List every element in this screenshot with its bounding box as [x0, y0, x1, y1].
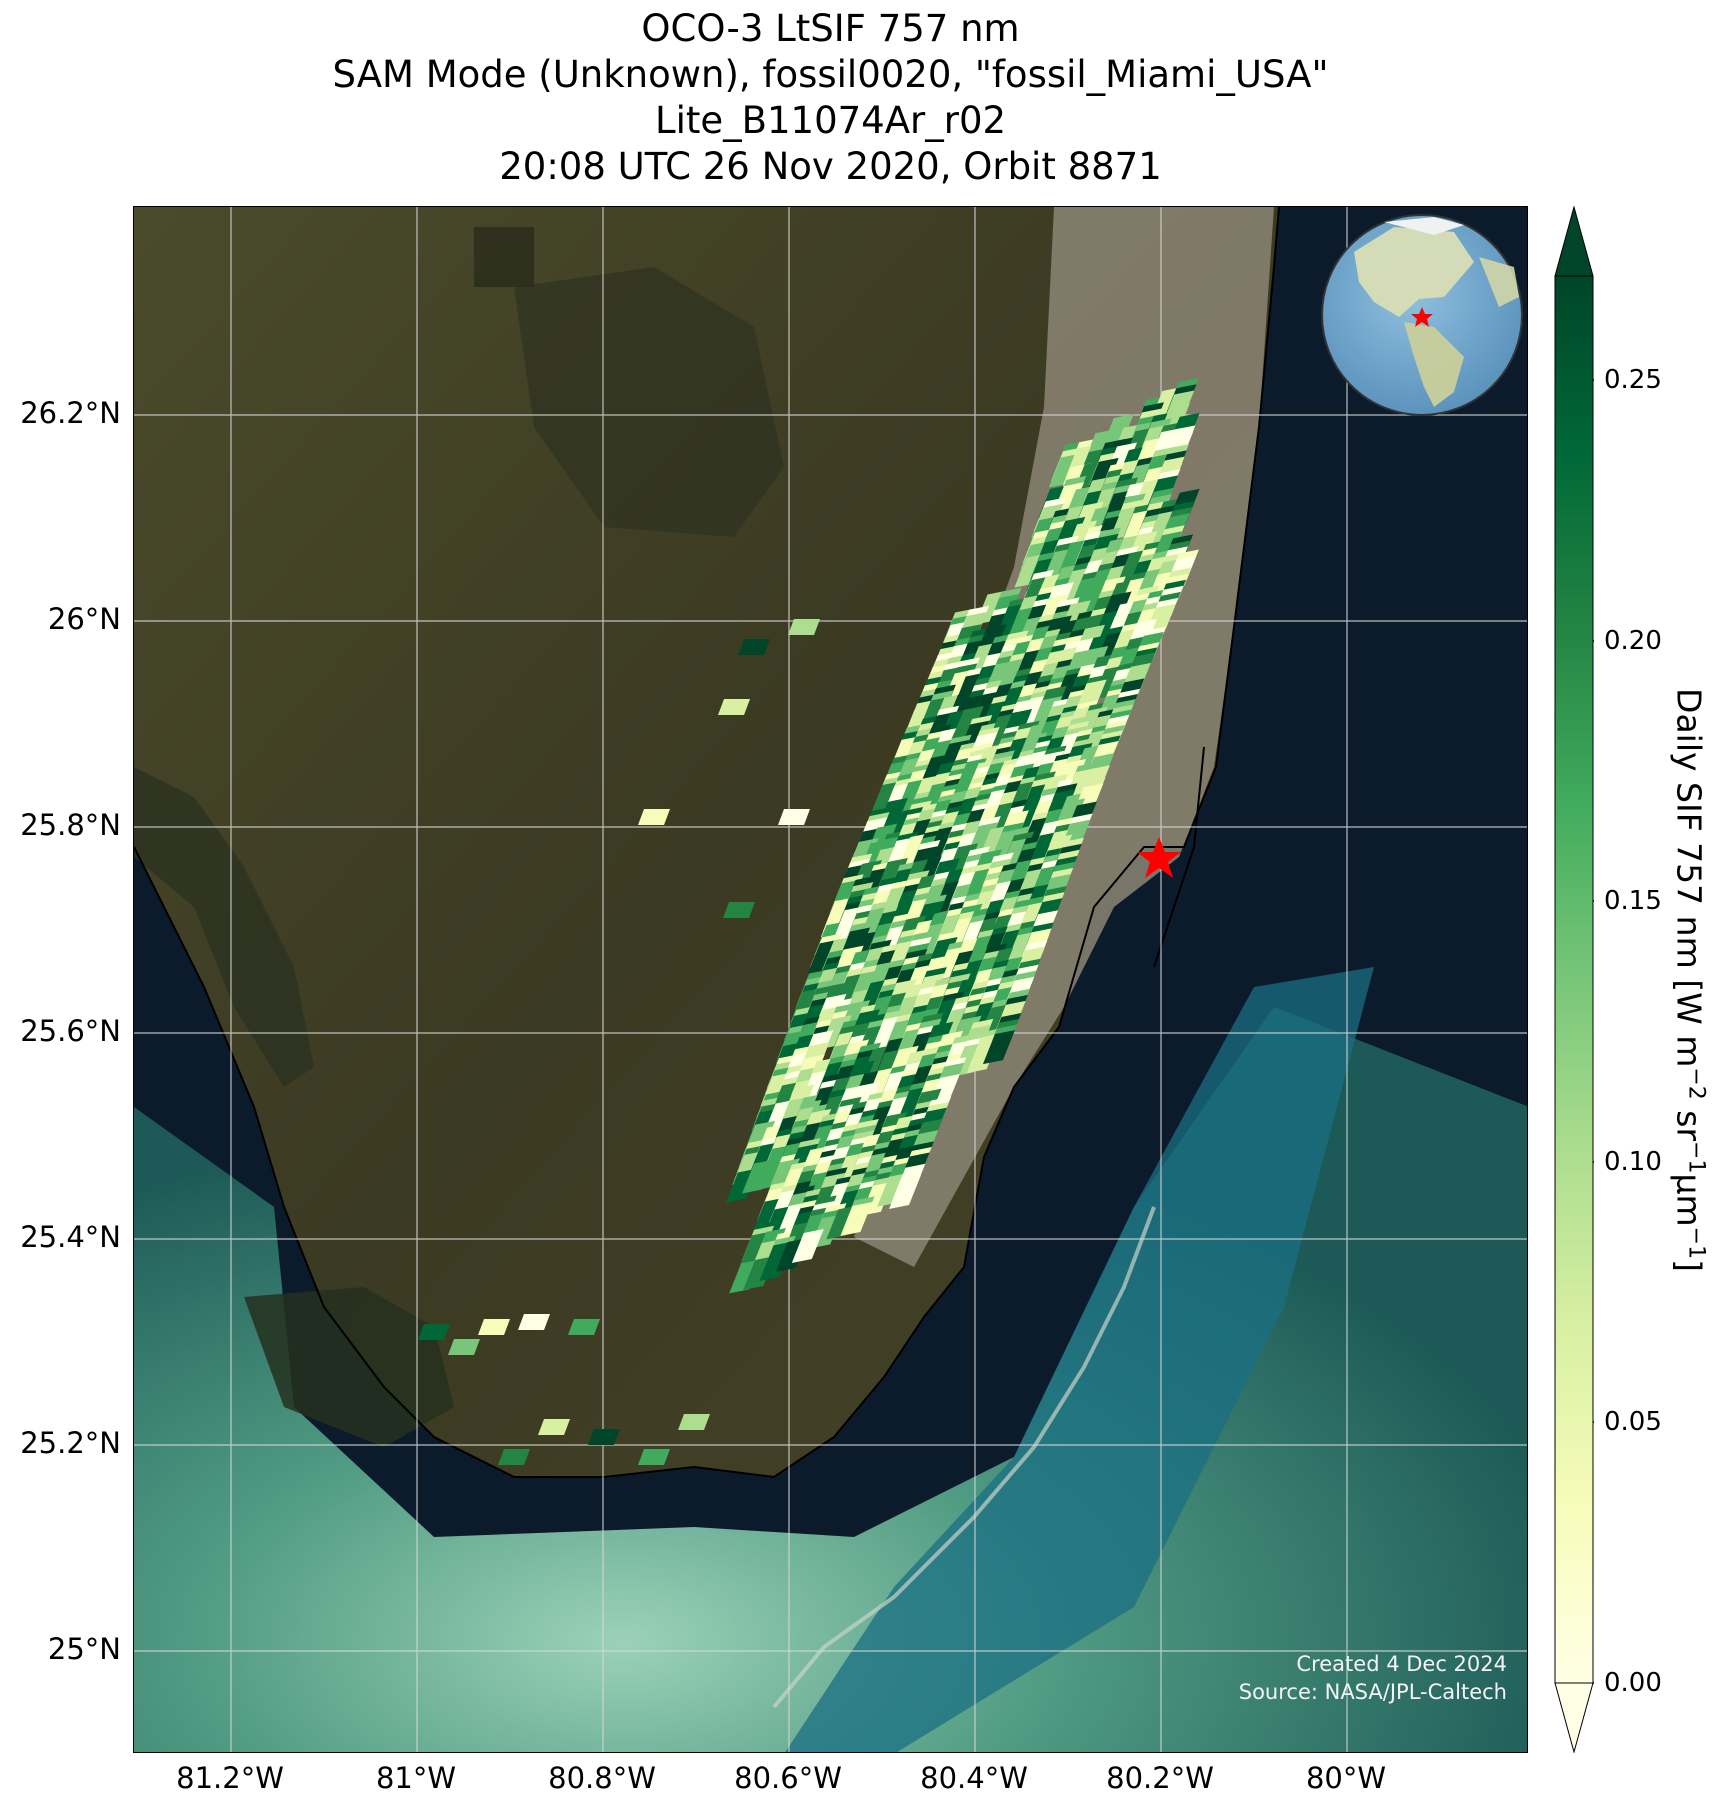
colorbar-max-extend [1554, 206, 1594, 277]
sif-sounding [678, 1414, 710, 1430]
lat-label-25: 25°N [47, 1632, 121, 1666]
sif-sounding [448, 1339, 480, 1355]
colorbar-label: Daily SIF 757 nm [W m−2 sr−1μm−1] [1669, 688, 1709, 1272]
sif-sounding [738, 639, 770, 655]
credit-created: Created 4 Dec 2024 [1296, 1652, 1507, 1676]
sif-sounding [723, 902, 755, 918]
sif-sounding [518, 1314, 550, 1330]
colorbar-min-extend [1554, 1682, 1594, 1753]
cape-sable [244, 1287, 454, 1447]
sif-sounding [568, 1319, 600, 1335]
field-dark [514, 267, 784, 537]
credit-source: Source: NASA/JPL-Caltech [1238, 1680, 1507, 1704]
colorbar-tick-0-05: 0.05 [1604, 1407, 1662, 1437]
sif-sounding [982, 1030, 1015, 1065]
lon-label-80-4: 80.4°W [920, 1761, 1028, 1795]
lat-label-26-2: 26.2°N [20, 396, 121, 430]
colorbar-tick-0-20: 0.20 [1604, 626, 1662, 656]
sif-sounding [498, 1449, 530, 1465]
sif-sounding [791, 1228, 824, 1263]
sif-sounding [588, 1429, 620, 1445]
target-star-marker [1137, 837, 1181, 878]
lon-label-81-2: 81.2°W [176, 1761, 284, 1795]
barrier-island [1153, 746, 1205, 968]
colorbar-tick-0-10: 0.10 [1604, 1147, 1662, 1177]
lon-label-81: 81°W [375, 1761, 457, 1795]
colorbar-tick-0: 0.00 [1604, 1668, 1662, 1698]
lat-label-26: 26°N [47, 602, 121, 636]
sif-sounding [478, 1319, 510, 1335]
sif-sounding [638, 1449, 670, 1465]
coastline [134, 207, 1280, 1479]
sif-sounding [718, 699, 750, 715]
globe-inset [1321, 214, 1523, 416]
colorbar-tick-0-25: 0.25 [1604, 365, 1662, 395]
lon-label-80-8: 80.8°W [548, 1761, 656, 1795]
florida-keys [772, 1206, 1156, 1709]
sif-sounding [778, 809, 810, 825]
lon-label-80-6: 80.6°W [734, 1761, 842, 1795]
sif-sounding [840, 1201, 873, 1236]
sif-sounding [788, 619, 820, 635]
map-panel[interactable] [133, 206, 1528, 1753]
colorbar-tick-0-15: 0.15 [1604, 886, 1662, 916]
lat-label-25-4: 25.4°N [20, 1220, 121, 1254]
sif-sounding [889, 1174, 922, 1209]
lat-label-25-2: 25.2°N [20, 1426, 121, 1460]
title-line-1: OCO-3 LtSIF 757 nm [641, 7, 1020, 50]
lat-label-25-6: 25.6°N [20, 1014, 121, 1048]
colorbar-gradient [1554, 275, 1594, 1684]
wetlands [134, 767, 314, 1087]
title-line-2: SAM Mode (Unknown), fossil0020, "fossil_… [332, 53, 1329, 96]
land [134, 207, 1279, 1477]
title-line-3: Lite_B11074Ar_r02 [654, 99, 1007, 142]
globe-star-icon [1411, 307, 1433, 327]
lat-label-25-8: 25.8°N [20, 808, 121, 842]
lon-label-80-2: 80.2°W [1106, 1761, 1214, 1795]
satellite-map [134, 207, 1527, 1752]
sif-sounding [538, 1419, 570, 1435]
sif-sounding [418, 1324, 450, 1340]
sif-soundings [418, 378, 1200, 1465]
lon-label-80: 80°W [1305, 1761, 1387, 1795]
colorbar [1554, 206, 1594, 1753]
field-dark [474, 227, 534, 287]
sif-sounding [638, 809, 670, 825]
title-line-4: 20:08 UTC 26 Nov 2020, Orbit 8871 [499, 145, 1162, 188]
